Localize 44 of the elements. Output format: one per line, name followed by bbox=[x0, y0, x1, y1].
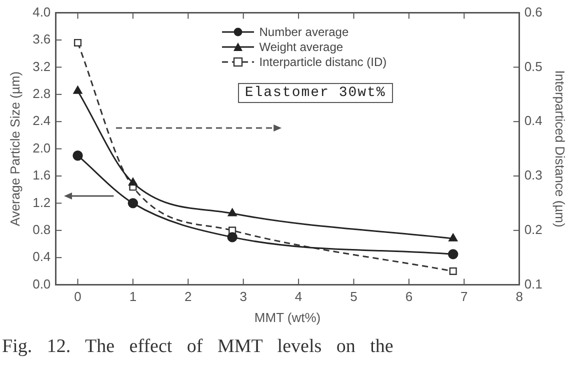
y-tick-label: 1.6 bbox=[32, 168, 51, 183]
y-tick-label: 2.0 bbox=[32, 140, 51, 156]
y-tick-label: 0.0 bbox=[32, 276, 51, 292]
legend-label: Weight average bbox=[259, 40, 344, 55]
y-tick-label: 0.4 bbox=[32, 249, 51, 264]
x-tick-label: 0 bbox=[74, 289, 82, 304]
point bbox=[448, 233, 458, 242]
legend-label: Number average bbox=[259, 24, 349, 40]
y-tick-label: 2.8 bbox=[32, 86, 51, 101]
y-axis-title: Average Particle Size (µm) bbox=[7, 71, 22, 226]
point bbox=[73, 86, 82, 94]
x-tick-label: 3 bbox=[240, 289, 247, 304]
point bbox=[227, 232, 238, 242]
annotation: Elastomer 30wt% bbox=[238, 82, 393, 103]
y2-axis-title: Interparticed Distance (µm) bbox=[552, 70, 568, 228]
y-tick-label: 3.2 bbox=[32, 58, 51, 74]
point bbox=[72, 150, 83, 161]
x-tick-label: 7 bbox=[460, 289, 468, 304]
x-tick-label: 4 bbox=[294, 289, 302, 304]
y2-tick-label: 0.3 bbox=[524, 168, 542, 183]
y-tick-label: 1.2 bbox=[32, 194, 51, 210]
x-axis-title: MMT (wt%) bbox=[254, 310, 321, 325]
point bbox=[74, 38, 82, 46]
point bbox=[228, 208, 237, 216]
x-tick-label: 1 bbox=[129, 289, 137, 304]
y-tick-label: 2.4 bbox=[32, 113, 51, 128]
point bbox=[448, 249, 458, 260]
caption: Fig. 12. The effect of MMT levels on the bbox=[2, 336, 394, 358]
y2-tick-label: 0.5 bbox=[524, 58, 542, 74]
y2-tick-label: 0.2 bbox=[524, 222, 542, 237]
legend-label: Interparticle distanc (ID) bbox=[259, 54, 387, 70]
y2-tick-label: 0.6 bbox=[524, 4, 542, 20]
x-tick-label: 2 bbox=[184, 289, 192, 304]
x-tick-label: 5 bbox=[350, 289, 358, 304]
y2-tick-label: 0.1 bbox=[524, 276, 542, 292]
y-tick-label: 4.0 bbox=[32, 4, 51, 20]
point bbox=[128, 198, 138, 208]
y-tick-label: 3.6 bbox=[32, 32, 51, 47]
point bbox=[449, 267, 457, 275]
y2-tick-label: 0.4 bbox=[524, 113, 542, 128]
point bbox=[128, 178, 138, 186]
y-tick-label: 0.8 bbox=[32, 222, 51, 237]
x-tick-label: 8 bbox=[516, 289, 523, 304]
x-tick-label: 6 bbox=[405, 289, 413, 304]
